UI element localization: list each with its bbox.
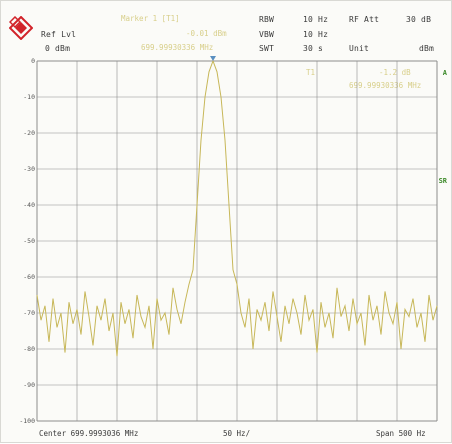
spectrum-trace [36, 59, 438, 357]
marker-line-3: 699.99930336 MHz [141, 43, 214, 52]
y-tick-label: -80 [23, 345, 35, 353]
delta-marker-line-1: -1.2 dB [379, 68, 411, 77]
vbw-value: 10 Hz [303, 30, 329, 39]
swt-label: SWT [259, 44, 275, 53]
span-value: Span 500 Hz [376, 429, 426, 438]
swt-value: 30 s [303, 44, 324, 53]
unit-value: dBm [419, 44, 435, 53]
y-tick-label: -50 [23, 237, 35, 245]
rohde-schwarz-logo-icon [9, 16, 33, 40]
trace-sr-tag: SR [438, 177, 447, 185]
rf-att-label: RF Att [349, 15, 380, 24]
vbw-label: VBW [259, 30, 275, 39]
rbw-label: RBW [259, 15, 275, 24]
y-tick-label: -10 [23, 93, 35, 101]
unit-label: Unit [349, 44, 370, 53]
y-tick-label: -30 [23, 165, 35, 173]
center-frequency: Center 699.9993036 MHz [39, 429, 139, 438]
trace-a-tag: A [442, 69, 447, 77]
y-tick-labels: 0 -10 -20 -30 -40 -50 -60 -70 -80 -90 -100 [19, 57, 35, 425]
rbw-value: 10 Hz [303, 15, 329, 24]
rf-att-value: 30 dB [406, 15, 432, 24]
y-tick-label: -60 [23, 273, 35, 281]
delta-marker-label: T1 [306, 68, 316, 77]
frequency-per-division: 50 Hz/ [223, 429, 251, 438]
y-tick-label: -20 [23, 129, 35, 137]
y-tick-label: -90 [23, 381, 35, 389]
marker-1-triangle [210, 56, 216, 61]
y-tick-label: -70 [23, 309, 35, 317]
grid [36, 60, 438, 422]
y-tick-label: -40 [23, 201, 35, 209]
ref-lvl-value: 0 dBm [45, 44, 71, 53]
y-tick-label: 0 [31, 57, 35, 65]
marker-line-1: Marker 1 [T1] [121, 14, 180, 23]
marker-point [210, 56, 216, 61]
marker-line-2: -0.01 dBm [186, 29, 227, 38]
ref-lvl-label: Ref Lvl [41, 30, 77, 39]
y-tick-label: -100 [19, 417, 35, 425]
delta-marker-line-2: 699.99930336 MHz [349, 81, 422, 90]
